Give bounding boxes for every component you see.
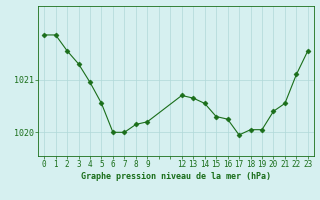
X-axis label: Graphe pression niveau de la mer (hPa): Graphe pression niveau de la mer (hPa) bbox=[81, 172, 271, 181]
